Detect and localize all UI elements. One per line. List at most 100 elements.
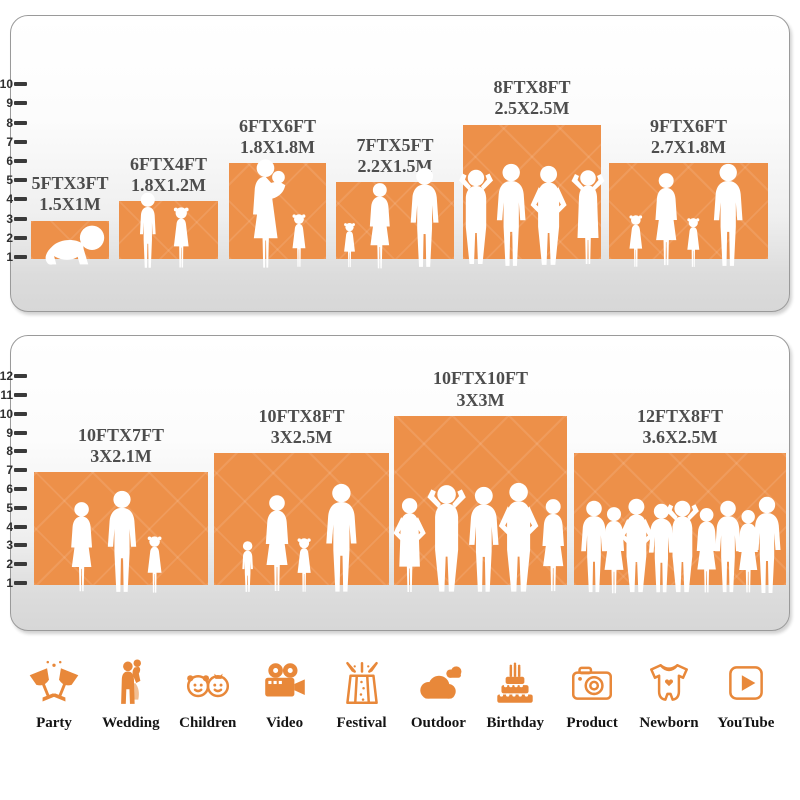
backdrop-bar-5x3: 5FTX3FT 1.5X1M: [31, 173, 109, 265]
ruler-tick-7: 7: [0, 463, 27, 478]
birthday-cake-icon: [497, 662, 533, 703]
size-ft: 12FTX8FT: [636, 405, 724, 426]
ruler-tick-mark: [14, 562, 27, 567]
ruler-tick-3: 3: [0, 538, 27, 553]
ruler-tick-6: 6: [0, 154, 27, 168]
youtube-play-icon: [729, 666, 763, 700]
ruler-tick-mark: [14, 581, 27, 585]
people-silhouette-adult-group: [392, 482, 564, 593]
backdrop-size-label: 10FTX7FT 3X2.1M: [78, 425, 164, 467]
ruler-tick-mark: [14, 120, 27, 125]
ruler-tick-mark: [14, 393, 27, 397]
ruler-tick-number: 9: [6, 96, 13, 111]
ruler-tick-mark: [14, 543, 27, 548]
category-label: Outdoor: [410, 715, 466, 731]
ruler-tick-1: 1: [0, 250, 27, 264]
ruler-tick-number: 10: [0, 77, 13, 92]
size-ft: 6FTX6FT: [238, 115, 317, 136]
size-ft: 5FTX3FT: [31, 173, 109, 194]
people-silhouette-small-family: [344, 167, 439, 269]
size-ft: 10FTX8FT: [258, 405, 345, 426]
category-label: Children: [179, 715, 237, 731]
ruler-tick-3: 3: [0, 212, 27, 226]
ruler-tick-number: 10: [0, 406, 13, 421]
people-silhouette-crowd: [581, 496, 781, 594]
category-row: Party Wedding: [0, 658, 800, 732]
ruler-tick-mark: [14, 449, 27, 454]
people-silhouette-family: [241, 483, 357, 592]
ruler-tick-number: 5: [6, 500, 13, 515]
size-m: 3.6X2.5M: [642, 427, 718, 448]
ruler-tick-number: 4: [6, 192, 13, 207]
backdrop-rect: [119, 201, 218, 259]
ruler-tick-mark: [14, 82, 27, 87]
size-m: 1.8X1.2M: [130, 175, 206, 196]
ruler-tick-number: 6: [6, 154, 13, 168]
ruler-tick-number: 2: [6, 230, 13, 245]
ruler-tick-6: 6: [0, 482, 27, 496]
ruler-tick-7: 7: [0, 135, 27, 149]
category-birthday: Birthday: [479, 658, 551, 732]
people-silhouette-couple-child: [71, 490, 162, 593]
ruler-tick-11: 11: [0, 388, 27, 402]
size-m: 1.8X1.8M: [239, 136, 315, 157]
size-ft: 7FTX5FT: [356, 134, 434, 155]
ruler-tick-mark: [14, 216, 27, 221]
backdrop-bar-12x8: 12FTX8FT 3.6X2.5M: [574, 406, 786, 594]
people-silhouette-mother-child: [252, 159, 305, 268]
ruler-tick-4: 4: [0, 192, 27, 207]
category-outdoor: Outdoor: [402, 658, 474, 732]
category-party: Party: [18, 658, 90, 732]
ruler-tick-8: 8: [0, 444, 27, 459]
ruler-tick-number: 7: [6, 463, 13, 478]
ruler-tick-mark: [14, 178, 27, 183]
ruler-tick-mark: [14, 235, 27, 240]
panel-medium-backdrops: 1 2 3 4 5 6 7 8 9 10 11 12 10FTX7FT 3X2.1M 10FTX8FT…: [0, 335, 790, 631]
ruler-tick-mark: [14, 487, 27, 491]
backdrop-size-label: 7FTX5FT 2.2X1.5M: [356, 135, 433, 177]
ruler-tick-mark: [14, 159, 27, 163]
category-label: Product: [566, 715, 618, 731]
backdrop-bar-10x10: 10FTX10FT 3X3M: [392, 368, 567, 593]
ruler-tick-number: 3: [6, 538, 13, 553]
people-silhouette-children: [139, 192, 189, 268]
category-children: Children: [172, 658, 244, 732]
ruler-tick-mark: [14, 197, 27, 202]
wedding-couple-icon: [120, 659, 141, 704]
size-ft: 9FTX6FT: [649, 115, 728, 136]
ruler-tick-number: 2: [6, 557, 13, 572]
ruler-tick-mark: [14, 430, 27, 435]
category-label: YouTube: [717, 715, 775, 731]
size-ft: 6FTX4FT: [129, 153, 208, 174]
size-ft: 10FTX7FT: [77, 424, 165, 445]
category-label: Festival: [336, 715, 387, 731]
size-ft: 8FTX8FT: [493, 77, 571, 98]
video-camera-icon: [264, 663, 305, 697]
category-festival: Festival: [326, 658, 398, 732]
ruler-tick-9: 9: [0, 426, 27, 440]
category-label: Birthday: [486, 715, 544, 731]
ruler-tick-8: 8: [0, 116, 27, 130]
ruler-tick-5: 5: [0, 173, 27, 187]
ruler-tick-mark: [14, 255, 27, 259]
category-label: Party: [36, 715, 72, 731]
backdrop-bar-9x6: 9FTX6FT 2.7X1.8M: [609, 116, 768, 267]
backdrop-bar-6x4: 6FTX4FT 1.8X1.2M: [119, 154, 218, 268]
category-newborn: Newborn: [633, 658, 705, 732]
ruler-tick-2: 2: [0, 230, 27, 245]
newborn-onesie-icon: [650, 664, 688, 701]
ruler-tick-9: 9: [0, 96, 27, 111]
backdrop-bar-6x6: 6FTX6FT 1.8X1.8M: [229, 116, 326, 268]
outdoor-clouds-icon: [420, 666, 462, 699]
ruler-tick-mark: [14, 374, 27, 379]
people-silhouette-baby: [45, 225, 105, 265]
ruler-tick-number: 8: [6, 444, 13, 459]
size-m: 2.2X1.5M: [357, 155, 433, 176]
ruler-tick-2: 2: [0, 557, 27, 572]
ruler-tick-number: 4: [6, 519, 13, 534]
ruler-tick-number: 6: [6, 482, 13, 496]
category-label: Wedding: [102, 715, 160, 731]
backdrop-bar-7x5: 7FTX5FT 2.2X1.5M: [336, 135, 454, 269]
backdrop-size-label: 6FTX6FT 1.8X1.8M: [239, 116, 316, 158]
